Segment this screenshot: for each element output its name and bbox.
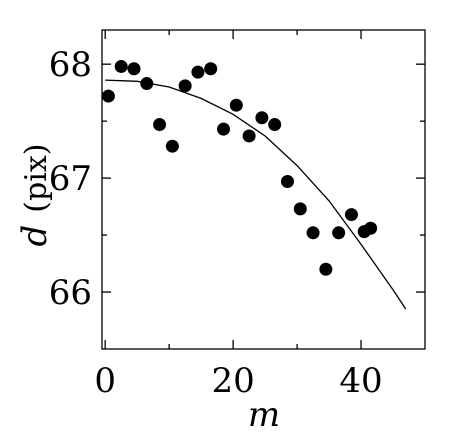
y-tick-label: 67 — [49, 159, 92, 199]
data-point — [101, 89, 115, 103]
data-point — [364, 221, 378, 235]
y-axis-unit: (pix) — [19, 144, 54, 213]
plot-frame — [101, 29, 426, 350]
data-point — [255, 111, 269, 125]
x-tick-label: 40 — [339, 361, 382, 401]
x-tick-label: 0 — [94, 361, 116, 401]
data-point — [204, 62, 218, 76]
fit-curve — [105, 79, 407, 310]
data-point — [178, 79, 192, 93]
svg-text:d (pix): d (pix) — [15, 144, 55, 247]
data-point — [140, 77, 154, 91]
data-point — [165, 139, 179, 153]
data-point — [229, 98, 243, 112]
data-point — [306, 226, 320, 240]
data-point — [293, 202, 307, 216]
x-axis-label: m — [248, 395, 280, 435]
data-point — [280, 175, 294, 189]
plot-border — [101, 29, 426, 350]
data-point — [242, 129, 256, 143]
data-point — [217, 122, 231, 136]
y-axis-variable: d — [15, 225, 55, 247]
data-point — [332, 226, 346, 240]
data-points — [101, 59, 378, 276]
data-point — [114, 59, 128, 73]
data-point — [344, 208, 358, 222]
data-point — [268, 118, 282, 132]
y-axis-label: d (pix) — [15, 144, 55, 247]
axis-ticks — [102, 30, 425, 349]
x-tick-label: 20 — [211, 361, 254, 401]
data-point — [191, 65, 205, 79]
y-tick-label: 68 — [49, 45, 92, 85]
data-point — [319, 262, 333, 276]
tick-labels: 0 20 40 66 67 68 — [49, 45, 383, 401]
data-point — [153, 118, 167, 132]
data-point — [127, 62, 141, 76]
y-tick-label: 66 — [49, 273, 92, 313]
